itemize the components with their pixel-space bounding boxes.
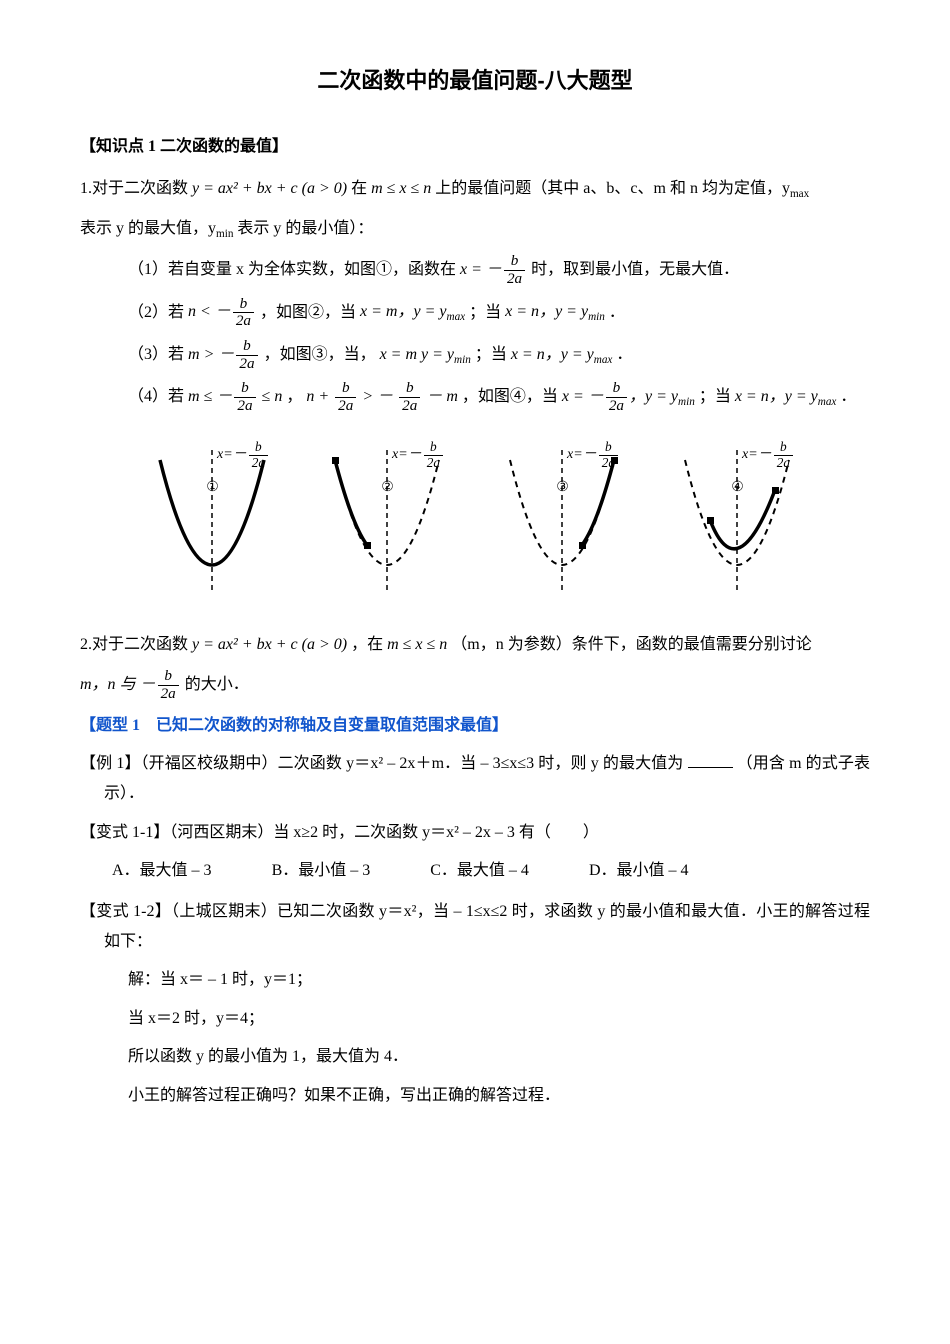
parabola-1-svg xyxy=(130,440,295,605)
ineq: m ≤ x ≤ n xyxy=(371,180,431,197)
eq: x = n，y = ymax xyxy=(735,388,837,405)
chart-2-num: ② xyxy=(381,475,394,502)
text: ． xyxy=(840,388,856,405)
rule-4: （4）若 m ≤ －b2a ≤ n ， n + b2a > － b2a － m … xyxy=(80,380,870,414)
parabola-charts: x=－b2a ① x=－b2a ② x=－b2a xyxy=(80,440,870,605)
text: ，如图③，当， xyxy=(264,346,376,363)
statement-1b: 表示 y 的最大值，ymin 表示 y 的最小值）： xyxy=(80,214,870,245)
eq: x = －b2a，y = ymin xyxy=(562,388,695,405)
text: ，在 xyxy=(351,636,387,653)
eq: x = m，y = ymax xyxy=(360,303,465,320)
chart-4-axis-label: x=－b2a xyxy=(742,440,795,470)
ineq: m ≤ x ≤ n xyxy=(387,636,447,653)
text: ；当 xyxy=(469,303,505,320)
eq: x = n，y = ymin xyxy=(505,303,605,320)
page-title: 二次函数中的最值问题-八大题型 xyxy=(80,60,870,102)
type1-header: 【题型 1 已知二次函数的对称轴及自变量取值范围求最值】 xyxy=(80,711,870,741)
chart-2: x=－b2a ② xyxy=(305,440,470,605)
option-c: C．最大值 – 4 xyxy=(430,856,529,886)
text: 上的最值问题（其中 a、b、c、m 和 n 均为定值，ymax xyxy=(435,180,809,197)
text: m，n 与 xyxy=(80,676,140,693)
chart-1: x=－b2a ① xyxy=(130,440,295,605)
text: （2）若 xyxy=(128,303,188,320)
text: 【例 1】（开福区校级期中）二次函数 y＝x² – 2x＋m．当 – 3≤x≤3… xyxy=(80,755,683,772)
variant-1-1: 【变式 1-1】（河西区期末）当 x≥2 时，二次函数 y＝x² – 2x – … xyxy=(80,818,870,848)
chart-3-num: ③ xyxy=(556,475,569,502)
variant-1-1-options: A．最大值 – 3 B．最小值 – 3 C．最大值 – 4 D．最小值 – 4 xyxy=(80,856,870,886)
chart-1-axis-label: x=－b2a xyxy=(217,440,270,470)
section1-header: 【知识点 1 二次函数的最值】 xyxy=(80,132,870,162)
text: （4）若 xyxy=(128,388,188,405)
text: 时，取到最小值，无最大值． xyxy=(531,261,739,278)
text: x=－b2a xyxy=(567,447,620,462)
option-a: A．最大值 – 3 xyxy=(112,856,212,886)
blank-fill xyxy=(688,752,733,768)
parabola-3-svg xyxy=(480,440,645,605)
chart-4-num: ④ xyxy=(731,475,744,502)
formula: y = ax² + bx + c (a > 0) xyxy=(192,180,347,197)
cond2: n + b2a > － b2a － m xyxy=(306,388,458,405)
option-d: D．最小值 – 4 xyxy=(589,856,689,886)
text: ，如图②，当 xyxy=(260,303,360,320)
rule-1: （1）若自变量 x 为全体实数，如图①，函数在 x = －b2a 时，取到最小值… xyxy=(80,253,870,287)
text: ， xyxy=(286,388,302,405)
text: ；当 xyxy=(699,388,735,405)
text: （1）若自变量 x 为全体实数，如图①，函数在 xyxy=(128,261,460,278)
text: 表示 y 的最大值，ymin 表示 y 的最小值）： xyxy=(80,220,373,237)
text: 1.对于二次函数 xyxy=(80,180,192,197)
text: 在 xyxy=(351,180,371,197)
parabola-2-svg xyxy=(305,440,470,605)
text: 2.对于二次函数 xyxy=(80,636,192,653)
eq: x = －b2a xyxy=(460,261,527,278)
text: x=－b2a xyxy=(392,447,445,462)
text: x=－b2a xyxy=(217,447,270,462)
eq: x = n，y = ymax xyxy=(511,346,613,363)
v12-line4: 小王的解答过程正确吗？如果不正确，写出正确的解答过程． xyxy=(80,1081,870,1111)
text: x=－b2a xyxy=(742,447,795,462)
text: （3）若 xyxy=(128,346,188,363)
chart-3-axis-label: x=－b2a xyxy=(567,440,620,470)
eq: x = m y = ymin xyxy=(380,346,471,363)
parabola-4-svg xyxy=(655,440,820,605)
v12-line1: 解：当 x＝ – 1 时，y＝1； xyxy=(80,965,870,995)
text: ；当 xyxy=(475,346,511,363)
chart-4: x=－b2a ④ xyxy=(655,440,820,605)
cond: n < －b2a xyxy=(188,303,256,320)
text: ． xyxy=(616,346,632,363)
frac: －b2a xyxy=(140,676,181,693)
variant-1-2: 【变式 1-2】（上城区期末）已知二次函数 y＝x²，当 – 1≤x≤2 时，求… xyxy=(80,897,870,958)
chart-3: x=－b2a ③ xyxy=(480,440,645,605)
example-1: 【例 1】（开福区校级期中）二次函数 y＝x² – 2x＋m．当 – 3≤x≤3… xyxy=(80,749,870,810)
statement-2: 2.对于二次函数 y = ax² + bx + c (a > 0) ，在 m ≤… xyxy=(80,630,870,660)
text: ． xyxy=(609,303,625,320)
rule-2: （2）若 n < －b2a ，如图②，当 x = m，y = ymax ；当 x… xyxy=(80,296,870,330)
option-b: B．最小值 – 3 xyxy=(272,856,371,886)
v12-line3: 所以函数 y 的最小值为 1，最大值为 4． xyxy=(80,1042,870,1072)
chart-2-axis-label: x=－b2a xyxy=(392,440,445,470)
text: （m，n 为参数）条件下，函数的最值需要分别讨论 xyxy=(451,636,811,653)
text: 的大小． xyxy=(185,676,249,693)
text: ，如图④，当 xyxy=(462,388,562,405)
statement-1: 1.对于二次函数 y = ax² + bx + c (a > 0) 在 m ≤ … xyxy=(80,174,870,205)
chart-1-num: ① xyxy=(206,475,219,502)
statement-2b: m，n 与 －b2a 的大小． xyxy=(80,668,870,702)
formula: y = ax² + bx + c (a > 0) xyxy=(192,636,347,653)
cond: m > －b2a xyxy=(188,346,260,363)
cond1: m ≤ －b2a ≤ n xyxy=(188,388,282,405)
rule-3: （3）若 m > －b2a ，如图③，当， x = m y = ymin ；当 … xyxy=(80,338,870,372)
v12-line2: 当 x＝2 时，y＝4； xyxy=(80,1004,870,1034)
